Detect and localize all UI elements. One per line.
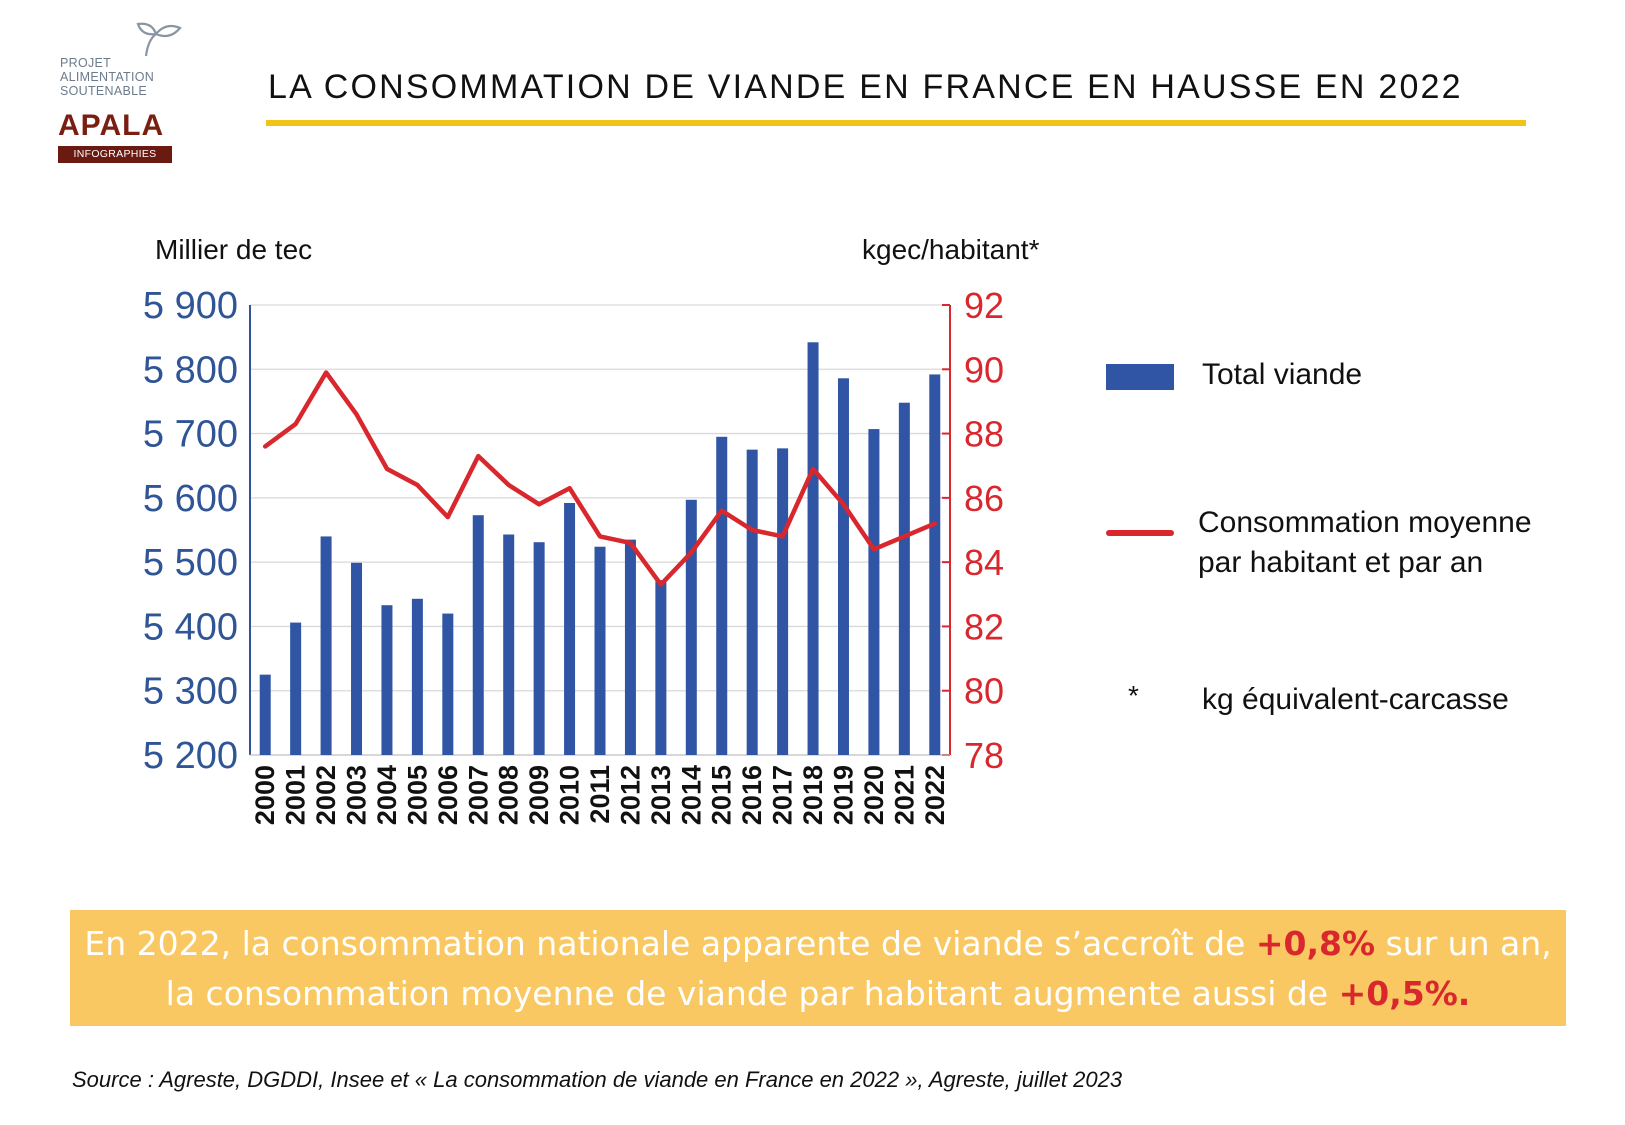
left-tick-label: 5 600 xyxy=(143,478,238,520)
banner-line-2: la consommation moyenne de viande par ha… xyxy=(70,974,1566,1014)
x-tick-label: 2013 xyxy=(646,765,676,825)
left-tick-label: 5 500 xyxy=(143,542,238,584)
x-tick-label: 2017 xyxy=(768,765,798,825)
logo-band: INFOGRAPHIES xyxy=(58,146,172,163)
bar-2012 xyxy=(624,539,636,755)
bar-2015 xyxy=(716,436,728,755)
x-tick-label: 2019 xyxy=(828,765,858,825)
title-underline xyxy=(266,120,1526,126)
right-tick-label: 86 xyxy=(964,478,1004,519)
banner-highlight-2: +0,5%. xyxy=(1338,974,1471,1013)
left-tick-label: 5 300 xyxy=(143,671,238,713)
x-tick-label: 2004 xyxy=(372,765,402,825)
bar-2022 xyxy=(929,374,941,755)
x-tick-label: 2014 xyxy=(676,765,706,825)
right-tick-label: 78 xyxy=(964,735,1004,776)
left-tick-label: 5 800 xyxy=(143,349,238,391)
bar-2020 xyxy=(868,429,880,755)
x-tick-label: 2011 xyxy=(585,765,615,824)
legend-label-consommation-1: Consommation moyenne xyxy=(1198,506,1532,539)
bar-2021 xyxy=(898,402,910,755)
legend-swatch-total-viande xyxy=(1106,364,1174,390)
bar-2007 xyxy=(472,515,484,755)
bar-2005 xyxy=(411,598,423,755)
source-note: Source : Agreste, DGDDI, Insee et « La c… xyxy=(72,1067,1123,1092)
right-axis-label: kgec/habitant* xyxy=(862,234,1040,265)
x-tick-label: 2015 xyxy=(707,765,737,825)
legend-note-symbol: * xyxy=(1128,680,1139,711)
bar-2016 xyxy=(746,449,758,755)
x-tick-label: 2018 xyxy=(798,765,828,825)
banner-line-1-end: sur un an, xyxy=(1375,924,1552,963)
bar-2013 xyxy=(655,580,667,755)
right-tick-label: 92 xyxy=(964,285,1004,326)
x-tick-label: 2003 xyxy=(342,765,372,825)
bar-2003 xyxy=(351,562,363,755)
right-tick-label: 84 xyxy=(964,542,1004,583)
meat-consumption-chart: Millier de tec kgec/habitant* 5 900 5 800… xyxy=(143,234,1040,825)
banner-line-1: En 2022, la consommation nationale appar… xyxy=(70,924,1566,964)
apala-logo: PROJET ALIMENTATION SOUTENABLE APALA INF… xyxy=(56,18,186,168)
banner-line-2-text: la consommation moyenne de viande par ha… xyxy=(165,974,1339,1013)
bar-2011 xyxy=(594,546,606,755)
banner-highlight-1: +0,8% xyxy=(1255,924,1376,963)
x-tick-label: 2022 xyxy=(920,765,950,825)
right-tick-label: 88 xyxy=(964,414,1004,455)
bar-2002 xyxy=(320,536,332,755)
banner-line-1-text: En 2022, la consommation nationale appar… xyxy=(84,924,1256,963)
x-tick-label: 2009 xyxy=(524,765,554,825)
bar-2006 xyxy=(442,613,454,755)
bar-2009 xyxy=(533,542,545,755)
sprout-icon xyxy=(136,22,182,57)
x-tick-label: 2010 xyxy=(555,765,585,825)
logo-line-3: SOUTENABLE xyxy=(60,84,148,98)
bar-2001 xyxy=(290,622,302,755)
right-tick-label: 90 xyxy=(964,349,1004,390)
legend-label-total-viande: Total viande xyxy=(1202,358,1363,391)
x-tick-label: 2000 xyxy=(250,765,280,825)
x-tick-label: 2020 xyxy=(859,765,889,825)
x-tick-label: 2008 xyxy=(494,765,524,825)
bar-2000 xyxy=(259,674,271,755)
logo-brand: APALA xyxy=(58,109,165,142)
x-tick-label: 2006 xyxy=(433,765,463,825)
legend-note-label: kg équivalent-carcasse xyxy=(1202,683,1509,716)
bar-2008 xyxy=(503,534,515,755)
bar-2019 xyxy=(837,378,849,755)
right-tick-label: 80 xyxy=(964,671,1004,712)
x-tick-label: 2002 xyxy=(311,765,341,825)
page-title: LA CONSOMMATION DE VIANDE EN FRANCE EN H… xyxy=(268,68,1463,106)
right-tick-label: 82 xyxy=(964,606,1004,647)
x-tick-label: 2012 xyxy=(615,765,645,825)
logo-line-2: ALIMENTATION xyxy=(60,70,155,84)
bar-2010 xyxy=(564,503,576,755)
bar-2018 xyxy=(807,342,819,755)
x-tick-label: 2016 xyxy=(737,765,767,825)
x-tick-label: 2021 xyxy=(889,765,919,825)
left-axis-label: Millier de tec xyxy=(155,234,312,265)
bar-2014 xyxy=(685,499,697,755)
bar-2004 xyxy=(381,605,393,755)
bar-2017 xyxy=(777,448,789,755)
left-tick-label: 5 900 xyxy=(143,285,238,327)
left-tick-label: 5 200 xyxy=(143,735,238,777)
x-tick-label: 2005 xyxy=(402,765,432,825)
legend-swatch-consommation xyxy=(1106,530,1174,536)
legend-label-consommation-2: par habitant et par an xyxy=(1198,546,1484,579)
x-tick-label: 2007 xyxy=(463,765,493,825)
summary-banner: En 2022, la consommation nationale appar… xyxy=(70,910,1566,1026)
logo-line-1: PROJET xyxy=(60,56,112,70)
left-tick-label: 5 700 xyxy=(143,414,238,456)
x-tick-label: 2001 xyxy=(281,765,311,825)
left-tick-label: 5 400 xyxy=(143,606,238,648)
